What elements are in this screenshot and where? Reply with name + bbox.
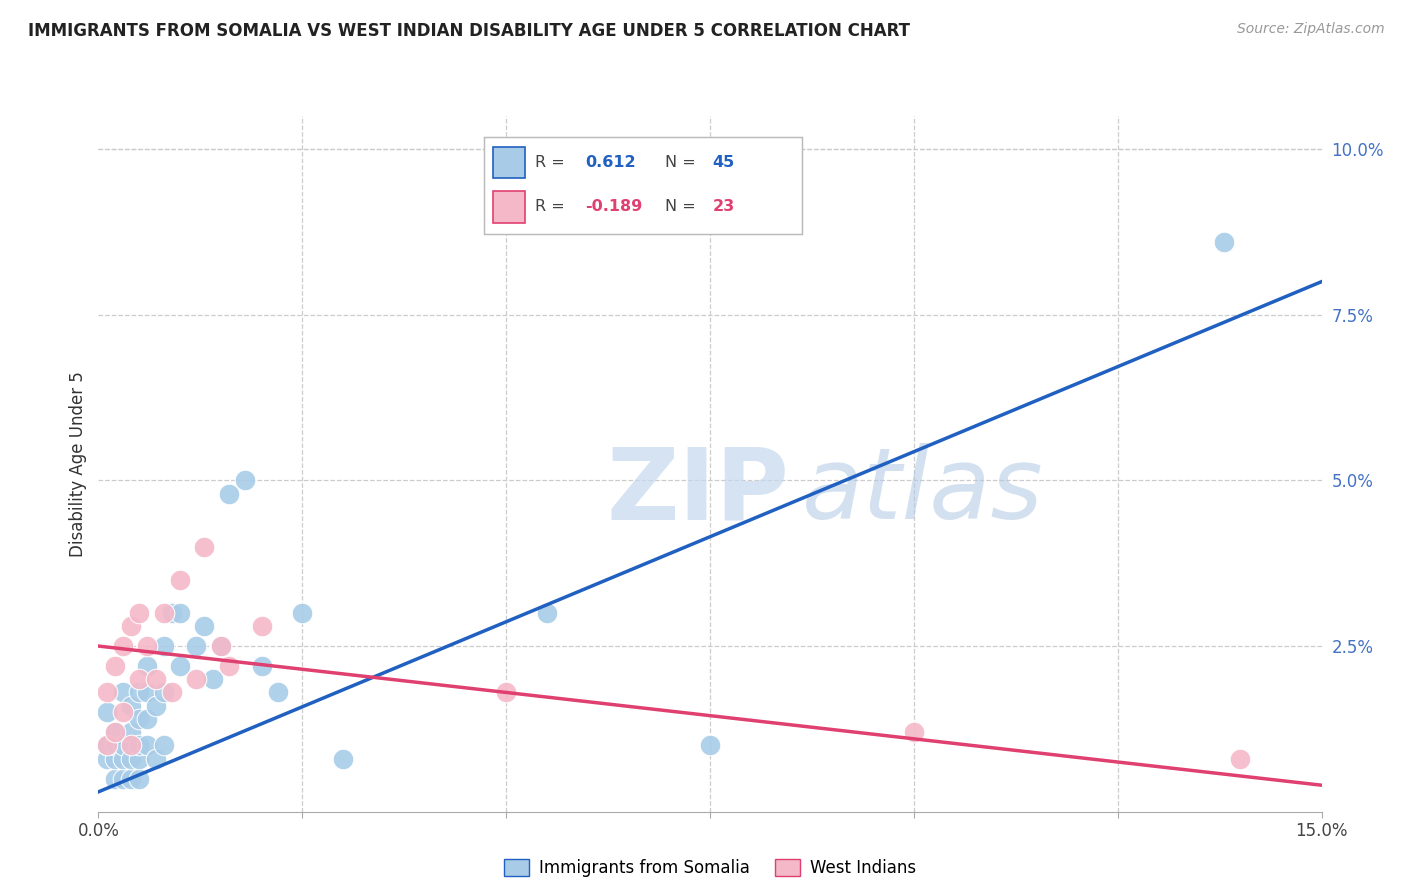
Point	[104, 752, 127, 766]
Point	[96, 739, 118, 753]
Point	[160, 685, 183, 699]
Point	[169, 606, 191, 620]
Point	[128, 672, 150, 686]
Point	[169, 659, 191, 673]
Point	[152, 739, 174, 753]
Point	[186, 672, 208, 686]
Point	[186, 639, 208, 653]
Point	[193, 540, 215, 554]
Point	[291, 606, 314, 620]
Point	[209, 639, 232, 653]
Point	[104, 739, 127, 753]
Point	[152, 639, 174, 653]
Point	[209, 639, 232, 653]
Point	[104, 725, 127, 739]
Text: ZIP: ZIP	[606, 443, 789, 541]
Point	[120, 698, 142, 713]
Point	[1212, 235, 1234, 249]
Point	[128, 606, 150, 620]
Text: atlas: atlas	[801, 443, 1043, 541]
Point	[218, 486, 240, 500]
Y-axis label: Disability Age Under 5: Disability Age Under 5	[69, 371, 87, 557]
Point	[120, 725, 142, 739]
Point	[250, 619, 273, 633]
Point	[536, 606, 558, 620]
Point	[111, 772, 134, 786]
Point	[111, 706, 134, 720]
Point	[201, 672, 224, 686]
Point	[104, 725, 127, 739]
Point	[218, 659, 240, 673]
Point	[104, 772, 127, 786]
Point	[120, 752, 142, 766]
Point	[111, 639, 134, 653]
Point	[495, 685, 517, 699]
Point	[145, 752, 167, 766]
Point	[250, 659, 273, 673]
Point	[193, 619, 215, 633]
Point	[145, 698, 167, 713]
Point	[111, 685, 134, 699]
Point	[152, 685, 174, 699]
Point	[332, 752, 354, 766]
Point	[128, 712, 150, 726]
Point	[136, 739, 159, 753]
Point	[96, 685, 118, 699]
Point	[136, 685, 159, 699]
Point	[111, 739, 134, 753]
Text: Source: ZipAtlas.com: Source: ZipAtlas.com	[1237, 22, 1385, 37]
Point	[169, 573, 191, 587]
Point	[160, 606, 183, 620]
Point	[145, 672, 167, 686]
Point	[96, 706, 118, 720]
Point	[120, 772, 142, 786]
Point	[136, 712, 159, 726]
Point	[128, 685, 150, 699]
Point	[96, 752, 118, 766]
Point	[136, 639, 159, 653]
Point	[699, 739, 721, 753]
Point	[104, 659, 127, 673]
Legend: Immigrants from Somalia, West Indians: Immigrants from Somalia, West Indians	[498, 852, 922, 883]
Point	[903, 725, 925, 739]
Point	[267, 685, 290, 699]
Point	[128, 772, 150, 786]
Point	[120, 739, 142, 753]
Point	[1229, 752, 1251, 766]
Point	[128, 752, 150, 766]
Point	[233, 474, 256, 488]
Text: IMMIGRANTS FROM SOMALIA VS WEST INDIAN DISABILITY AGE UNDER 5 CORRELATION CHART: IMMIGRANTS FROM SOMALIA VS WEST INDIAN D…	[28, 22, 910, 40]
Point	[111, 752, 134, 766]
Point	[120, 619, 142, 633]
Point	[152, 606, 174, 620]
Point	[128, 739, 150, 753]
Point	[96, 739, 118, 753]
Point	[136, 659, 159, 673]
